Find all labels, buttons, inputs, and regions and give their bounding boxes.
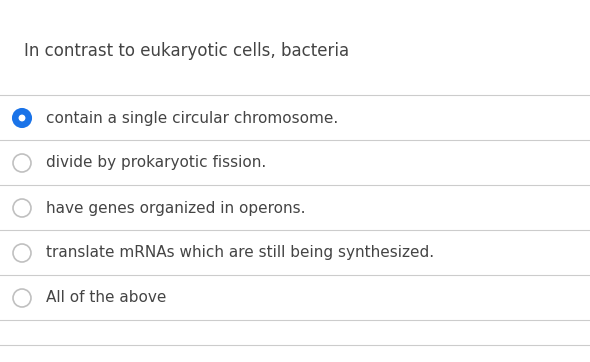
Text: All of the above: All of the above <box>46 290 166 306</box>
Circle shape <box>13 109 31 127</box>
Text: divide by prokaryotic fission.: divide by prokaryotic fission. <box>46 156 266 171</box>
Circle shape <box>13 289 31 307</box>
Circle shape <box>18 115 25 121</box>
Circle shape <box>13 154 31 172</box>
Text: In contrast to eukaryotic cells, bacteria: In contrast to eukaryotic cells, bacteri… <box>24 42 349 60</box>
Circle shape <box>13 199 31 217</box>
Circle shape <box>13 244 31 262</box>
Text: translate mRNAs which are still being synthesized.: translate mRNAs which are still being sy… <box>46 245 434 261</box>
Text: contain a single circular chromosome.: contain a single circular chromosome. <box>46 110 338 126</box>
Text: have genes organized in operons.: have genes organized in operons. <box>46 201 306 215</box>
